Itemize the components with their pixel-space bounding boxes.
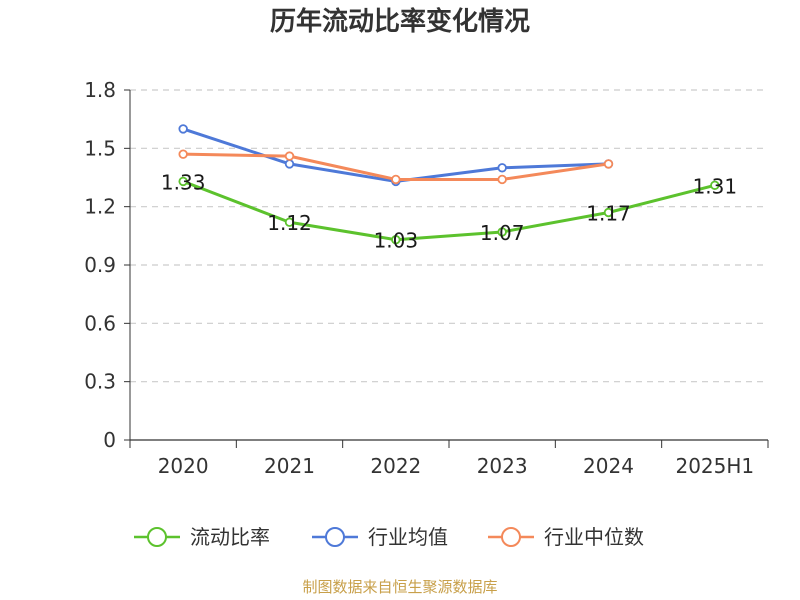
y-tick-label: 0	[103, 428, 116, 452]
legend-item[interactable]: 行业中位数	[488, 525, 644, 549]
series-lines	[178, 124, 720, 245]
y-tick-label: 1.8	[84, 78, 116, 102]
data-point[interactable]	[178, 124, 188, 134]
series-line	[182, 179, 716, 242]
data-point[interactable]	[391, 235, 401, 245]
y-tick-label: 1.5	[84, 136, 116, 160]
legend-label: 行业均值	[368, 525, 448, 549]
source-note: 制图数据来自恒生聚源数据库	[302, 578, 498, 596]
data-point[interactable]	[710, 180, 720, 190]
data-point[interactable]	[178, 176, 188, 187]
data-point[interactable]	[178, 149, 188, 159]
chart-title: 历年流动比率变化情况	[269, 7, 530, 37]
x-tick-label: 2024	[583, 454, 634, 478]
legend[interactable]: 流动比率 行业均值 行业中位数	[134, 525, 644, 549]
data-point[interactable]	[284, 159, 295, 169]
data-label: 1.07	[480, 221, 525, 245]
legend-marker-icon	[325, 527, 345, 547]
data-point[interactable]	[284, 151, 295, 161]
data-point[interactable]	[603, 159, 614, 169]
data-labels: 1.33 1.12 1.03 1.07 1.17 1.31	[161, 170, 737, 252]
data-point[interactable]	[497, 227, 507, 237]
y-tick-label: 0.6	[84, 311, 116, 335]
legend-label: 行业中位数	[544, 525, 644, 549]
legend-item[interactable]: 流动比率	[134, 525, 270, 549]
data-label: 1.17	[586, 202, 631, 226]
data-label: 1.03	[374, 229, 419, 253]
y-tick-label: 0.9	[84, 253, 116, 277]
data-point[interactable]	[284, 217, 295, 227]
data-point[interactable]	[603, 207, 614, 218]
legend-label: 流动比率	[190, 525, 270, 549]
data-label: 1.33	[161, 170, 206, 194]
data-point[interactable]	[497, 174, 507, 185]
data-label: 1.12	[267, 211, 312, 235]
axes: 0 0.3 0.6 0.9 1.2 1.5 1.8 2020 2021 2022 2023 2024 2…	[84, 78, 769, 478]
x-tick-label: 2022	[370, 454, 421, 478]
x-tick-label: 2020	[158, 454, 209, 478]
legend-marker-icon	[147, 527, 167, 547]
x-tick-label: 2025H1	[675, 454, 754, 478]
y-tick-label: 0.3	[84, 370, 116, 394]
y-tick-label: 1.2	[84, 195, 116, 219]
grid-lines	[130, 89, 768, 383]
legend-item[interactable]: 行业均值	[312, 525, 448, 549]
x-tick-label: 2021	[264, 454, 315, 478]
data-point[interactable]	[497, 163, 507, 173]
legend-marker-icon	[501, 527, 521, 547]
x-tick-label: 2023	[477, 454, 528, 478]
data-label: 1.31	[693, 174, 738, 198]
data-point[interactable]	[391, 174, 401, 185]
